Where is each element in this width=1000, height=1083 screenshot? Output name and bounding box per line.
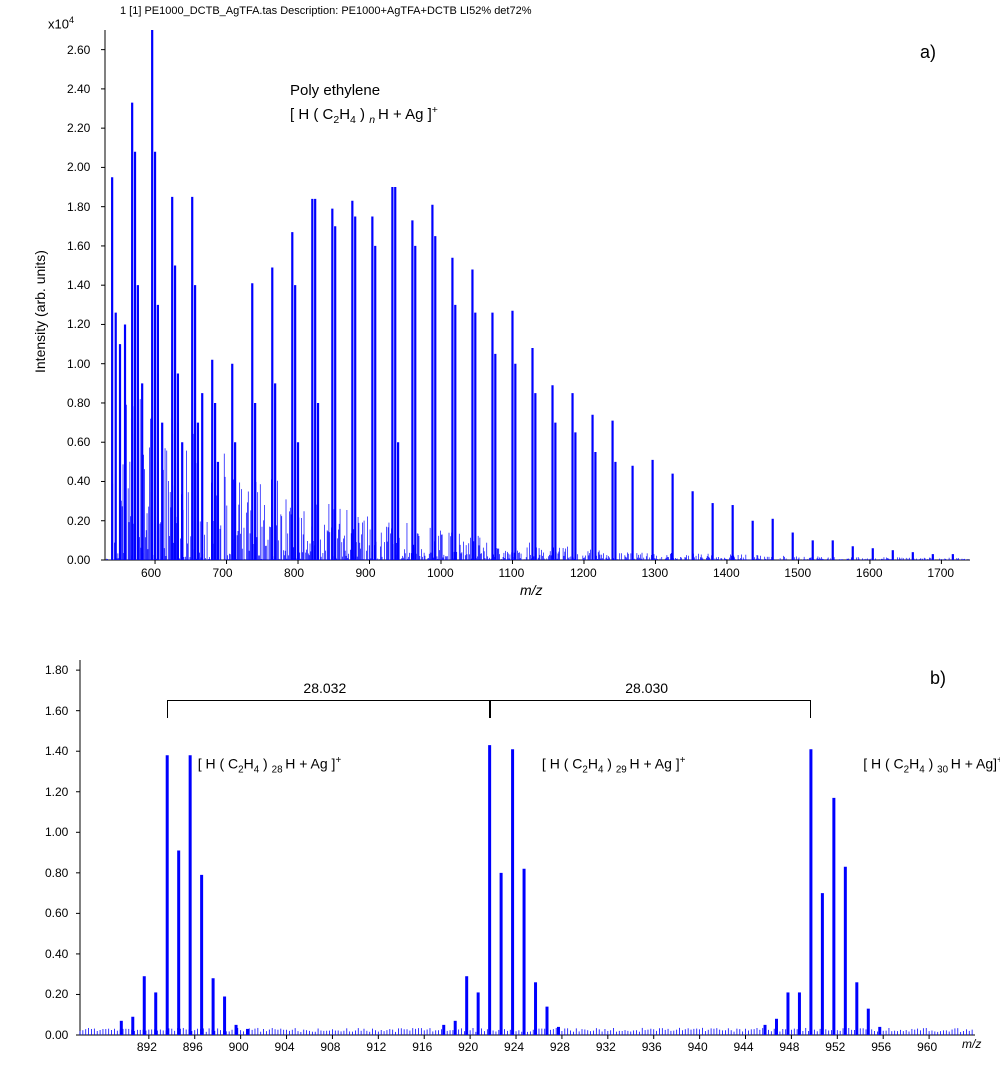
xtick-label: 904	[275, 1040, 295, 1054]
ytick-label: 1.00	[45, 825, 68, 839]
xtick-label: 924	[504, 1040, 524, 1054]
bracket-left-label: 28.032	[303, 680, 346, 696]
chart-b-xlabel: m/z	[962, 1037, 981, 1051]
bracket-right-label: 28.030	[625, 680, 668, 696]
xtick-label: 908	[320, 1040, 340, 1054]
cluster-label: [ H ( C2H4 ) 28 H + Ag ]+	[198, 755, 342, 775]
xtick-label: 940	[688, 1040, 708, 1054]
cluster-label: [ H ( C2H4 ) 29 H + Ag ]+	[542, 755, 686, 775]
xtick-label: 944	[734, 1040, 754, 1054]
ytick-label: 0.40	[45, 947, 68, 961]
ytick-label: 0.60	[45, 906, 68, 920]
ytick-label: 1.40	[45, 744, 68, 758]
ytick-label: 1.60	[45, 704, 68, 718]
xtick-label: 916	[412, 1040, 432, 1054]
xtick-label: 928	[550, 1040, 570, 1054]
figure: x104 1 [1] PE1000_DCTB_AgTFA.tas Descrip…	[0, 0, 1000, 1083]
xtick-label: 932	[596, 1040, 616, 1054]
xtick-label: 896	[183, 1040, 203, 1054]
chart-b-plot	[0, 0, 980, 1045]
ytick-label: 0.00	[45, 1028, 68, 1042]
cluster-label: [ H ( C2H4 ) 30 H + Ag]+	[863, 755, 1000, 775]
xtick-label: 892	[137, 1040, 157, 1054]
xtick-label: 936	[642, 1040, 662, 1054]
xtick-label: 956	[871, 1040, 891, 1054]
xtick-label: 920	[458, 1040, 478, 1054]
ytick-label: 0.20	[45, 987, 68, 1001]
ytick-label: 0.80	[45, 866, 68, 880]
xtick-label: 960	[917, 1040, 937, 1054]
xtick-label: 952	[825, 1040, 845, 1054]
xtick-label: 900	[229, 1040, 249, 1054]
bracket-right	[490, 700, 811, 718]
bracket-left	[167, 700, 489, 718]
ytick-label: 1.20	[45, 785, 68, 799]
xtick-label: 948	[779, 1040, 799, 1054]
ytick-label: 1.80	[45, 663, 68, 677]
xtick-label: 912	[366, 1040, 386, 1054]
